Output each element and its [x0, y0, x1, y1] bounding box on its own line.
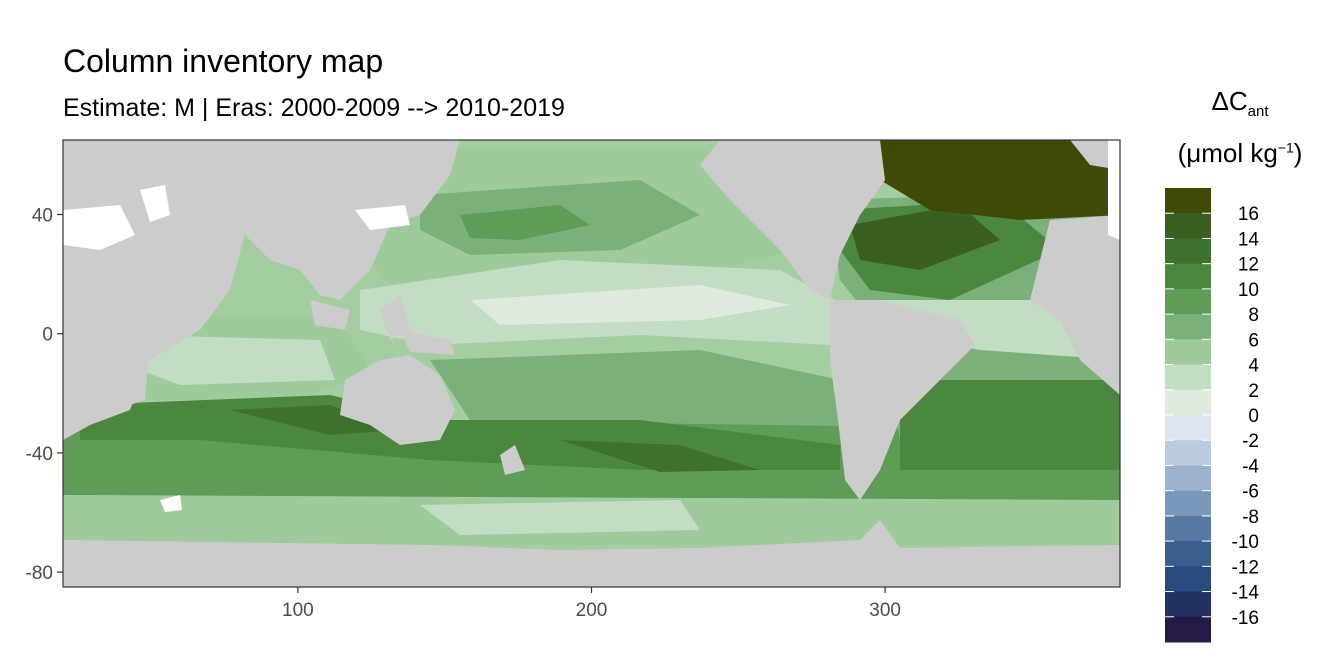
colorbar-label: -2 — [1242, 431, 1259, 452]
no-data-areas — [63, 140, 1120, 512]
legend-unit: (μmol kg−1) — [1177, 138, 1303, 168]
colorbar-label: 4 — [1248, 356, 1259, 377]
y-tick-label: -80 — [26, 563, 53, 584]
colorbar-segment — [1165, 364, 1211, 391]
colorbar-label: 2 — [1248, 381, 1259, 402]
southern-ocean-peak-indian — [230, 405, 400, 435]
colorbar-segment — [1165, 541, 1211, 567]
colorbar-label: -4 — [1242, 456, 1259, 477]
colorbar-segment — [1165, 288, 1211, 315]
new-guinea — [400, 330, 455, 355]
new-zealand — [500, 445, 525, 475]
indian-ocean-light — [140, 335, 335, 385]
colorbar-label: -14 — [1232, 583, 1260, 604]
colorbar-label: -8 — [1242, 507, 1259, 528]
colorbar-label: 0 — [1248, 406, 1259, 427]
no-data-mediterranean — [63, 205, 135, 250]
no-data-east-china-sea — [355, 205, 410, 230]
map-title: Column inventory map — [63, 43, 384, 79]
africa-east — [1030, 215, 1120, 395]
no-data-southern-patch — [160, 495, 182, 512]
asia — [240, 140, 460, 300]
south-america — [830, 300, 975, 500]
colorbar-segment — [1165, 238, 1211, 265]
colorbar-segment — [1165, 616, 1211, 643]
map-panel — [63, 140, 1120, 587]
north-pacific-peak — [460, 205, 590, 240]
greenland — [1070, 140, 1120, 170]
colorbar-label: 10 — [1238, 280, 1259, 301]
colorbar-segment — [1165, 515, 1211, 542]
no-data-arctic-margin — [1108, 140, 1120, 240]
north-america — [700, 140, 885, 300]
colorbar-segment — [1165, 188, 1211, 214]
equatorial-pacific-minimum — [470, 285, 790, 325]
south-pacific-region — [430, 350, 840, 440]
philippines — [380, 295, 410, 340]
south-atlantic-core — [900, 380, 1120, 470]
x-tick-label: 100 — [282, 600, 314, 621]
subpolar-north-atlantic — [880, 140, 1120, 220]
map-subtitle: Estimate: M | Eras: 2000-2009 --> 2010-2… — [63, 94, 565, 122]
colorbar-segment — [1165, 440, 1211, 466]
southern-ocean-peak-pacific — [560, 440, 760, 472]
colorbar-label: -16 — [1232, 608, 1259, 629]
colorbar-segment — [1165, 339, 1211, 366]
y-tick-label: 40 — [32, 206, 53, 227]
colorbar-segment — [1165, 389, 1211, 416]
colorbar-label: 16 — [1238, 204, 1259, 225]
colorbar-segment — [1165, 490, 1211, 517]
y-tick-label: -40 — [26, 444, 53, 465]
colorbar-label: 6 — [1248, 330, 1259, 351]
no-data-black-sea — [140, 185, 170, 222]
colorbar-label: 12 — [1238, 255, 1259, 276]
x-tick-label: 200 — [576, 600, 608, 621]
gulf-stream-core — [850, 205, 1000, 270]
colorbar-label: 14 — [1238, 229, 1260, 250]
colorbar-segment — [1165, 263, 1211, 290]
colorbar-label: -6 — [1242, 482, 1259, 503]
colorbar-segment — [1165, 314, 1211, 340]
madagascar — [130, 365, 148, 405]
colorbar-segment — [1165, 465, 1211, 492]
x-tick-label: 300 — [869, 600, 901, 621]
colorbar-label: -12 — [1232, 557, 1259, 578]
legend-title: ΔCant — [1211, 86, 1269, 121]
antarctica — [63, 520, 1120, 587]
colorbar-segment — [1165, 213, 1211, 239]
colorbar-segment — [1165, 591, 1211, 618]
y-tick-label: 0 — [42, 325, 53, 346]
borneo — [310, 300, 350, 330]
colorbar-segment — [1165, 415, 1211, 441]
colorbar-label: 8 — [1248, 305, 1259, 326]
antarctic-coastal-light — [420, 500, 700, 535]
colorbar-label: -10 — [1232, 532, 1259, 553]
australia — [340, 355, 455, 445]
colorbar-legend: 16 14 12 10 8 6 4 2 0 -2 -4 -6 -8 -10 -12 -14 -16 — [1165, 188, 1259, 643]
colorbar-segment — [1165, 566, 1211, 593]
